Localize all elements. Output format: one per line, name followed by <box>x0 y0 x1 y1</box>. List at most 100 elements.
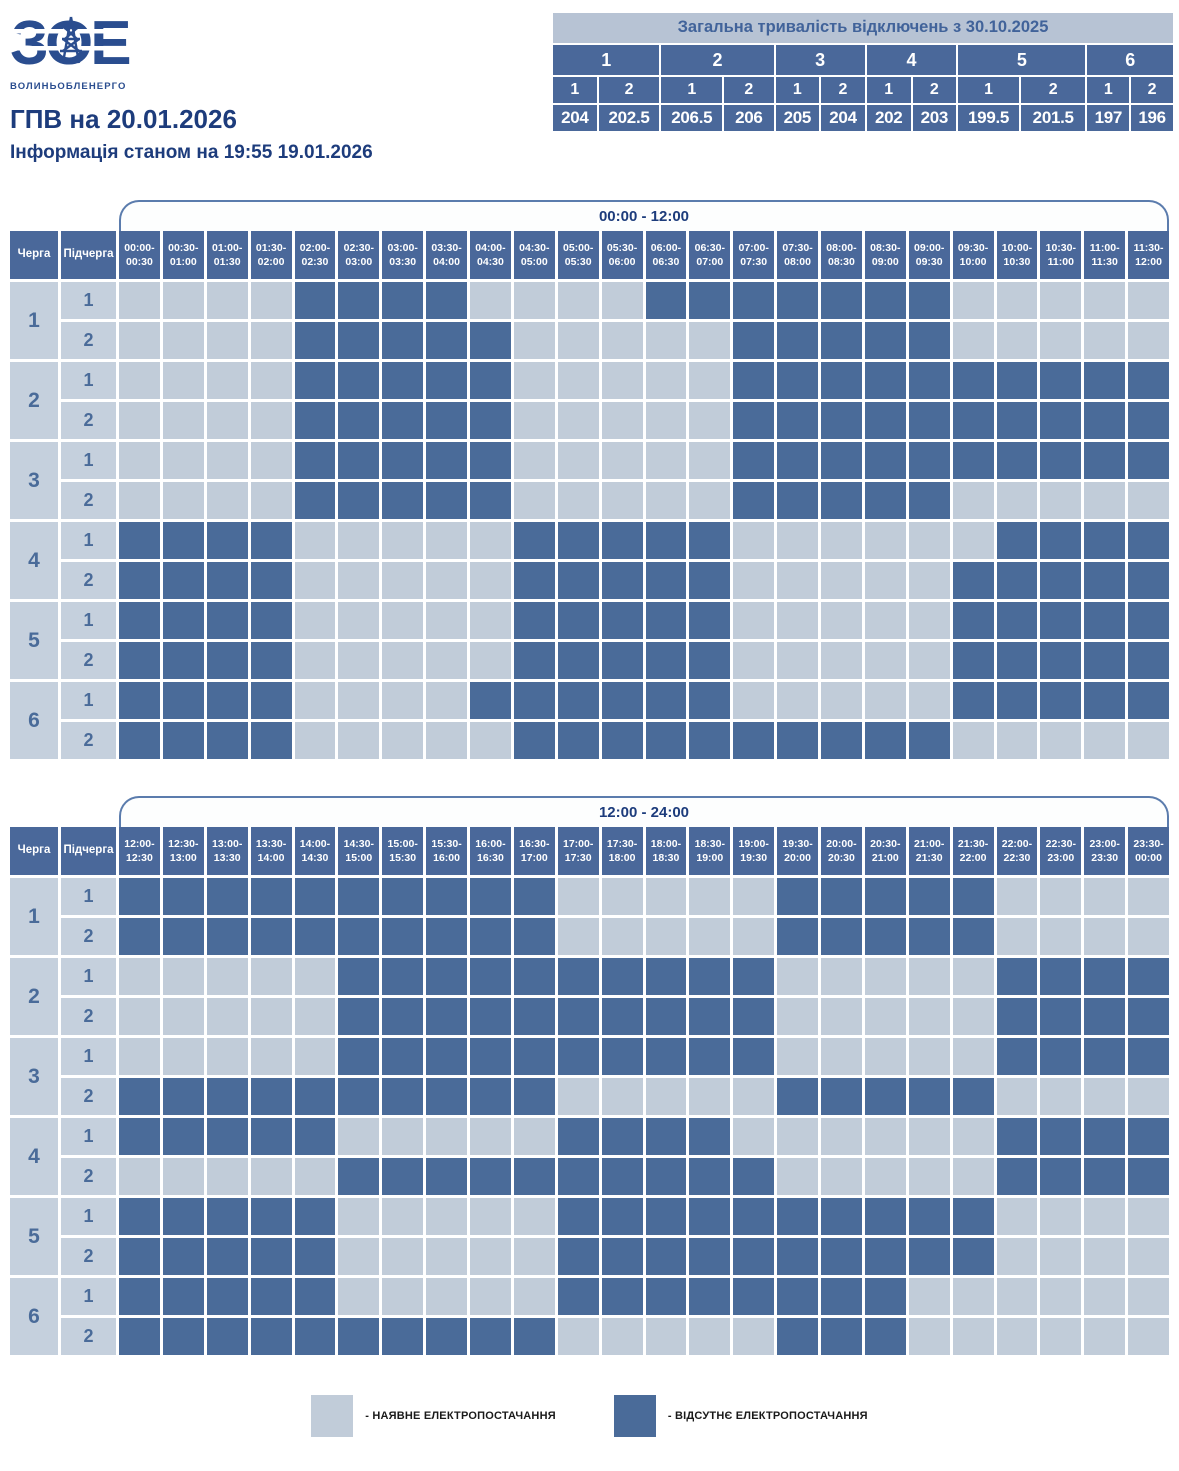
schedule-cell-power-off <box>821 442 862 479</box>
schedule-cell-power-on <box>162 1038 204 1075</box>
schedule-cell-power-on <box>162 998 204 1035</box>
schedule-cell-power-on <box>1040 322 1082 359</box>
summary-subgroup-header: 1 <box>958 77 1019 103</box>
schedule-cell-power-off <box>250 1118 292 1155</box>
schedule-cell-power-off <box>645 682 687 719</box>
schedule-cell-power-on <box>382 642 424 679</box>
schedule-cell-power-on <box>338 1198 380 1235</box>
schedule-cell-power-on <box>206 482 248 519</box>
time-slot-header: 09:30- 10:00 <box>952 231 994 279</box>
schedule-cell-power-on <box>645 322 687 359</box>
schedule-cell-power-off <box>1040 1158 1082 1195</box>
summary-subgroup-header: 2 <box>912 77 957 103</box>
schedule-cell-power-on <box>250 442 292 479</box>
schedule-cell-power-off <box>601 998 643 1035</box>
schedule-cell-power-on <box>382 1278 424 1315</box>
schedule-cell-power-off <box>689 1278 731 1315</box>
schedule-cell-power-on <box>908 958 950 995</box>
schedule-cell-power-off <box>733 322 775 359</box>
schedule-cell-power-off <box>250 642 292 679</box>
summary-group-header: 2 <box>661 45 774 75</box>
schedule-cell-power-off <box>645 562 687 599</box>
schedule-cell-power-on <box>162 442 204 479</box>
schedule-cell-power-on <box>338 522 380 559</box>
schedule-cell-power-on <box>557 402 599 439</box>
summary-duration-value: 204 <box>553 105 597 131</box>
schedule-cell-power-on <box>908 682 950 719</box>
schedule-cell-power-on <box>470 522 511 559</box>
schedule-cell-power-on <box>557 282 599 319</box>
subqueue-label: 1 <box>61 1118 116 1155</box>
schedule-table-morning: 00:00 - 12:00 Черга Підчерга 00:00- 00:30 00… <box>10 200 1169 759</box>
period-label: 12:00 - 24:00 <box>598 804 690 821</box>
schedule-cell-power-on <box>513 322 555 359</box>
schedule-cell-power-off <box>162 878 204 915</box>
schedule-cell-power-off <box>908 1078 950 1115</box>
schedule-cell-power-on <box>864 682 906 719</box>
schedule-cell-power-on <box>908 602 950 639</box>
schedule-cell-power-off <box>908 1198 950 1235</box>
schedule-cell-power-off <box>513 722 555 759</box>
schedule-cell-power-off <box>1084 1158 1126 1195</box>
schedule-cell-power-on <box>952 1278 994 1315</box>
schedule-cell-power-on <box>119 442 160 479</box>
schedule-cell-power-on <box>206 362 248 399</box>
schedule-cell-power-on <box>294 1038 336 1075</box>
legend: - НАЯВНЕ ЕЛЕКТРОПОСТАЧАННЯ - ВІДСУТНЄ ЕЛЕ… <box>0 1395 1179 1437</box>
schedule-cell-power-on <box>1128 282 1169 319</box>
schedule-cell-power-on <box>557 442 599 479</box>
schedule-cell-power-off <box>426 282 467 319</box>
schedule-cell-power-off <box>864 282 906 319</box>
schedule-cell-power-off <box>864 362 906 399</box>
schedule-cell-power-off <box>382 1318 424 1355</box>
schedule-cell-power-off <box>206 1318 248 1355</box>
schedule-cell-power-on <box>1084 1318 1126 1355</box>
schedule-cell-power-off <box>1040 402 1082 439</box>
schedule-cell-power-off <box>338 362 380 399</box>
schedule-cell-power-off <box>645 602 687 639</box>
schedule-grid-evening: Черга Підчерга 12:00- 12:30 12:30- 13:00 13:00… <box>10 827 1169 1355</box>
schedule-cell-power-off <box>1040 1038 1082 1075</box>
schedule-cell-power-off <box>996 522 1038 559</box>
schedule-cell-power-on <box>777 1158 818 1195</box>
schedule-cell-power-off <box>689 1158 731 1195</box>
schedule-cell-power-off <box>777 442 818 479</box>
schedule-cell-power-on <box>777 1038 818 1075</box>
schedule-cell-power-off <box>996 998 1038 1035</box>
schedule-cell-power-on <box>777 958 818 995</box>
schedule-cell-power-off <box>821 1078 862 1115</box>
summary-duration-value: 204 <box>821 105 865 131</box>
schedule-cell-power-off <box>426 918 467 955</box>
schedule-cell-power-on <box>119 1038 160 1075</box>
subqueue-label: 2 <box>61 1158 116 1195</box>
schedule-cell-power-off <box>382 402 424 439</box>
schedule-cell-power-on <box>470 1238 511 1275</box>
schedule-cell-power-on <box>952 1158 994 1195</box>
schedule-cell-power-on <box>1040 1278 1082 1315</box>
schedule-cell-power-off <box>294 918 336 955</box>
schedule-cell-power-off <box>952 562 994 599</box>
power-pylon-icon <box>60 16 82 64</box>
schedule-cell-power-off <box>294 322 336 359</box>
schedule-cell-power-on <box>689 442 731 479</box>
schedule-cell-power-off <box>557 522 599 559</box>
summary-subgroup-header: 2 <box>1131 77 1173 103</box>
schedule-cell-power-off <box>382 1158 424 1195</box>
summary-subgroup-header: 1 <box>775 77 820 103</box>
schedule-cell-power-on <box>119 958 160 995</box>
schedule-cell-power-off <box>470 482 511 519</box>
schedule-cell-power-off <box>1128 522 1169 559</box>
schedule-cell-power-off <box>513 878 555 915</box>
time-slot-header: 00:00- 00:30 <box>119 231 160 279</box>
schedule-cell-power-on <box>250 282 292 319</box>
schedule-cell-power-on <box>864 642 906 679</box>
schedule-cell-power-off <box>996 958 1038 995</box>
schedule-cell-power-off <box>1040 562 1082 599</box>
schedule-cell-power-off <box>601 602 643 639</box>
time-slot-header: 14:30- 15:00 <box>338 827 380 875</box>
schedule-cell-power-off <box>601 958 643 995</box>
schedule-cell-power-off <box>1128 642 1169 679</box>
schedule-cell-power-off <box>996 682 1038 719</box>
schedule-cell-power-off <box>733 1038 775 1075</box>
